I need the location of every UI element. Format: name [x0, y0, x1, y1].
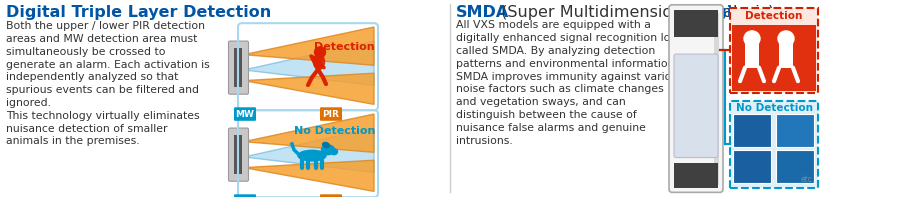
- Ellipse shape: [674, 14, 718, 34]
- Ellipse shape: [298, 151, 326, 161]
- Text: SMDA: SMDA: [456, 5, 509, 20]
- Bar: [674, 164, 718, 188]
- Text: PIR: PIR: [322, 196, 339, 204]
- Bar: [776, 114, 814, 147]
- Ellipse shape: [674, 167, 718, 185]
- FancyBboxPatch shape: [320, 194, 342, 204]
- Bar: [733, 150, 771, 183]
- Bar: [674, 11, 718, 38]
- Circle shape: [314, 48, 325, 58]
- FancyBboxPatch shape: [320, 108, 342, 121]
- FancyBboxPatch shape: [228, 129, 249, 181]
- Polygon shape: [244, 114, 374, 153]
- Text: Digital Triple Layer Detection: Digital Triple Layer Detection: [6, 5, 271, 20]
- Text: etc.: etc.: [801, 174, 815, 183]
- Text: All VXS models are equipped with a
digitally enhanced signal recognition logic
c: All VXS models are equipped with a digit…: [456, 20, 686, 145]
- Text: (Super Multidimensional Analysis): (Super Multidimensional Analysis): [496, 5, 779, 20]
- Bar: [745, 41, 759, 68]
- Bar: [732, 26, 816, 91]
- Bar: [234, 49, 242, 88]
- Polygon shape: [244, 74, 374, 105]
- FancyBboxPatch shape: [669, 6, 723, 192]
- Bar: [730, 9, 818, 93]
- Bar: [779, 41, 793, 68]
- Bar: [776, 150, 814, 183]
- Text: PIR: PIR: [322, 109, 339, 118]
- Ellipse shape: [321, 145, 334, 155]
- Text: MW: MW: [235, 109, 254, 118]
- Polygon shape: [244, 160, 374, 191]
- Circle shape: [778, 32, 794, 47]
- Text: Detection: Detection: [314, 41, 375, 51]
- Text: MW: MW: [235, 196, 254, 204]
- Text: Logic: Logic: [694, 5, 742, 20]
- Bar: [733, 114, 771, 147]
- Circle shape: [744, 32, 760, 47]
- Text: Both the upper / lower PIR detection
areas and MW detection area must
simultaneo: Both the upper / lower PIR detection are…: [6, 21, 210, 146]
- Polygon shape: [244, 28, 374, 66]
- Text: Detection: Detection: [745, 11, 803, 21]
- Polygon shape: [244, 42, 374, 86]
- Ellipse shape: [313, 55, 324, 70]
- FancyBboxPatch shape: [674, 55, 718, 158]
- Text: No Detection: No Detection: [735, 103, 813, 113]
- Bar: [234, 136, 242, 174]
- Bar: [714, 13, 719, 185]
- FancyBboxPatch shape: [228, 42, 249, 95]
- Bar: [730, 101, 818, 188]
- Ellipse shape: [330, 149, 338, 155]
- Ellipse shape: [322, 143, 330, 148]
- Text: No Detection: No Detection: [294, 125, 375, 135]
- Polygon shape: [244, 128, 374, 173]
- FancyBboxPatch shape: [234, 194, 256, 204]
- FancyBboxPatch shape: [234, 108, 256, 121]
